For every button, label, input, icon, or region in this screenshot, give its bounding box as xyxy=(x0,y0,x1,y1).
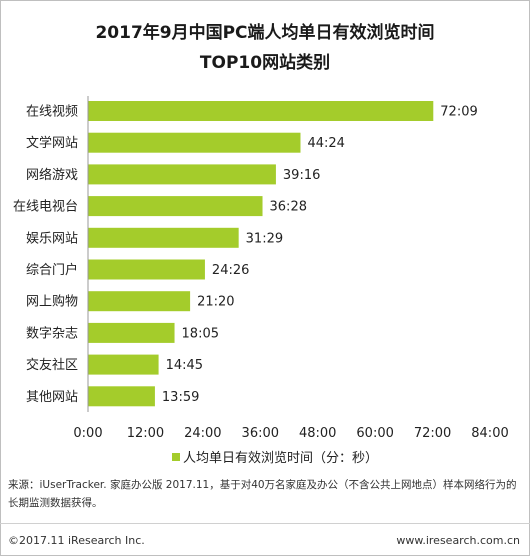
bar-chart: 在线视频 72:09 文学网站 44:24 网络游戏 39:16 在线电视台 36:28 娱乐网… xyxy=(13,96,509,466)
chart-title: 2017年9月中国PC端人均单日有效浏览时间 TOP10网站类别 xyxy=(0,18,530,78)
data-label: 18:05 xyxy=(182,326,219,341)
data-label: 36:28 xyxy=(270,200,307,215)
bar xyxy=(88,291,191,312)
x-tick-label: 60:00 xyxy=(356,426,393,441)
data-label: 72:09 xyxy=(440,105,477,120)
category-label: 其他网站 xyxy=(26,390,78,405)
data-label: 24:26 xyxy=(212,263,249,278)
data-label: 14:45 xyxy=(166,358,203,373)
category-label: 网络游戏 xyxy=(26,167,78,183)
copyright: ©2017.11 iResearch Inc. xyxy=(8,534,145,547)
bar xyxy=(88,227,239,248)
category-label: 综合门户 xyxy=(26,262,78,278)
website-url: www.iresearch.com.cn xyxy=(396,534,520,547)
chart-title-line1: 2017年9月中国PC端人均单日有效浏览时间 xyxy=(95,23,435,43)
footer-divider xyxy=(0,523,530,524)
category-label: 在线电视台 xyxy=(13,200,78,215)
data-label: 13:59 xyxy=(162,390,199,405)
x-tick-label: 36:00 xyxy=(242,426,279,441)
category-label: 娱乐网站 xyxy=(26,231,78,246)
bar xyxy=(88,354,159,375)
x-tick-label: 72:00 xyxy=(414,426,451,441)
category-label: 交友社区 xyxy=(26,357,78,373)
chart-title-line2: TOP10网站类别 xyxy=(199,53,331,73)
bar xyxy=(88,101,434,121)
bar xyxy=(88,164,276,185)
legend-swatch xyxy=(172,453,180,461)
x-tick-label: 12:00 xyxy=(127,426,164,441)
bar xyxy=(88,196,263,217)
data-label: 31:29 xyxy=(246,231,283,246)
x-tick-label: 84:00 xyxy=(471,426,508,441)
source-note: 来源：iUserTracker. 家庭办公版 2017.11，基于对40万名家庭… xyxy=(8,479,517,509)
category-label: 文学网站 xyxy=(26,135,78,151)
x-tick-label: 0:00 xyxy=(73,426,102,441)
category-label: 网上购物 xyxy=(26,294,78,310)
bar xyxy=(88,386,155,407)
category-label: 在线视频 xyxy=(26,105,78,120)
data-label: 39:16 xyxy=(283,168,320,183)
bar xyxy=(88,322,175,343)
bar xyxy=(88,132,301,153)
data-label: 21:20 xyxy=(197,295,234,310)
x-tick-label: 24:00 xyxy=(184,426,221,441)
x-tick-label: 48:00 xyxy=(299,426,336,441)
bar xyxy=(88,259,205,280)
legend-label: 人均单日有效浏览时间（分：秒） xyxy=(183,450,378,466)
category-label: 数字杂志 xyxy=(26,326,78,341)
data-label: 44:24 xyxy=(307,136,344,151)
